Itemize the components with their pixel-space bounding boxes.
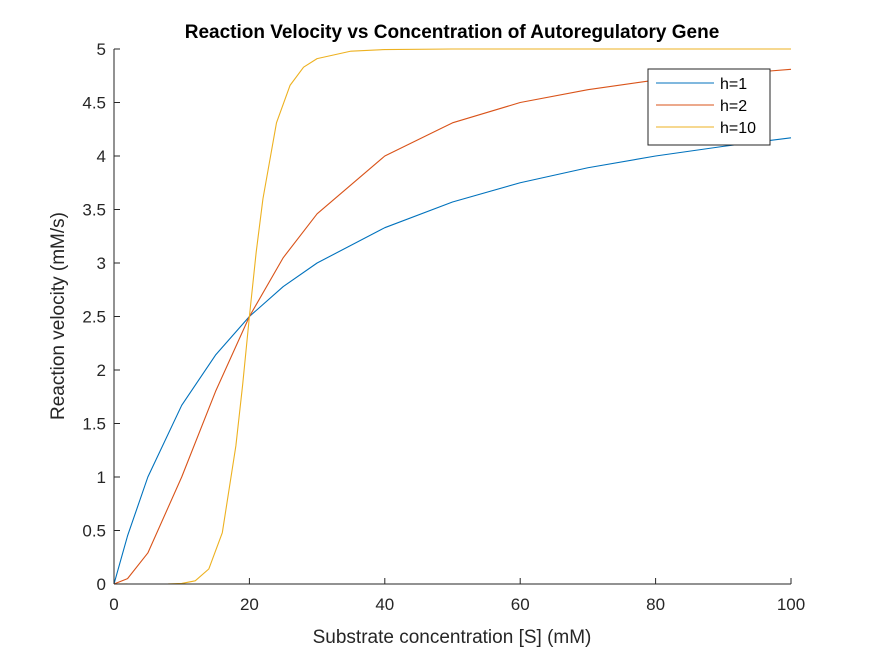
y-tick-label: 1.5 <box>82 415 106 434</box>
y-tick-label: 2 <box>97 361 106 380</box>
y-tick-label: 3 <box>97 254 106 273</box>
series-line-3 <box>113 48 791 585</box>
chart-title: Reaction Velocity vs Concentration of Au… <box>185 22 720 43</box>
x-tick-label: 0 <box>109 595 118 614</box>
x-tick-label: 60 <box>511 595 530 614</box>
y-tick-label: 3.5 <box>82 201 106 220</box>
y-axis-label: Reaction velocity (mM/s) <box>48 212 69 420</box>
legend-entry-label: h=2 <box>720 98 747 115</box>
y-tick-label: 0.5 <box>82 522 106 541</box>
legend-entry-label: h=1 <box>720 76 747 93</box>
legend: h=1 h=2 h=10 <box>647 68 771 146</box>
y-tick-label: 4 <box>97 147 106 166</box>
axes-layer: 0 20 40 60 80 100 0 0.5 1 1.5 2 2.5 3 3.5 4 4.5 5 <box>82 40 805 614</box>
x-tick-label: 80 <box>646 595 665 614</box>
series-line-2 <box>113 68 792 585</box>
legend-entry-label: h=10 <box>720 120 756 137</box>
x-tick-label: 40 <box>375 595 394 614</box>
x-tick-label: 100 <box>777 595 805 614</box>
y-tick-label: 2.5 <box>82 308 106 327</box>
y-tick-label: 4.5 <box>82 94 106 113</box>
y-tick-label: 0 <box>97 575 106 594</box>
y-tick-label: 5 <box>97 40 106 59</box>
series-line-1 <box>113 137 792 585</box>
x-tick-label: 20 <box>240 595 259 614</box>
legend-box <box>647 68 771 146</box>
x-axis-label: Substrate concentration [S] (mM) <box>313 627 592 648</box>
y-tick-label: 1 <box>97 468 106 487</box>
series-layer <box>113 48 792 585</box>
